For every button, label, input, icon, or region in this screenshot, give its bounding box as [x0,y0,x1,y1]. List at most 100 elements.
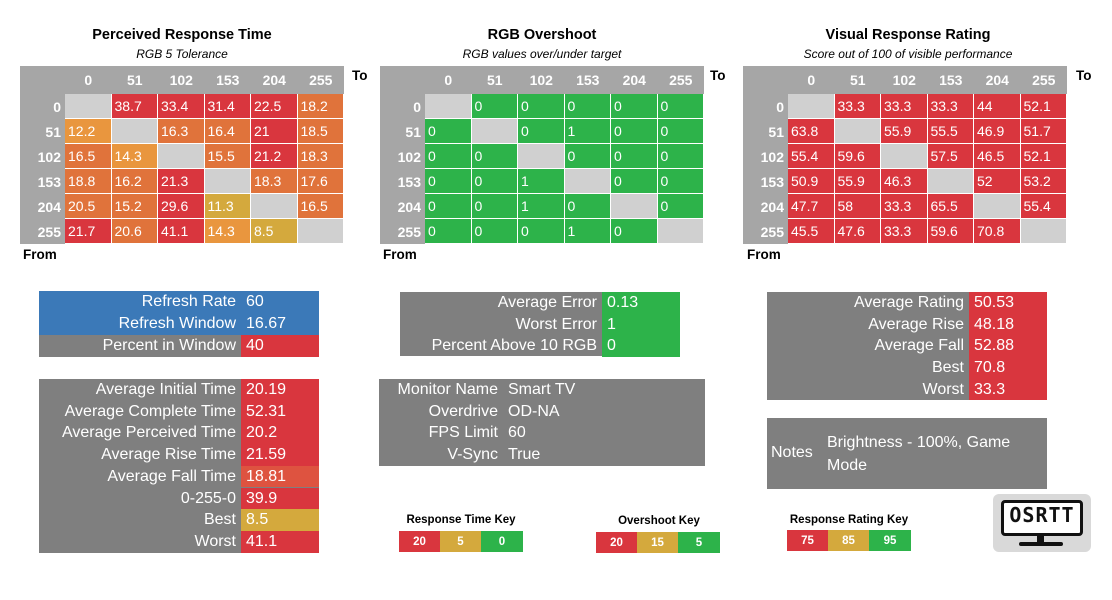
heatmap-cell [65,94,112,119]
monitor-value: True [508,446,541,464]
heatmap-cell: 0 [471,219,518,244]
heatmap-cell: 47.7 [788,194,835,219]
row-header: 51 [380,119,425,144]
timing-label: Average Initial Time [95,381,236,398]
column-header: 153 [204,66,251,94]
timing-row: Average Rise Time 21.59 [39,444,319,466]
rating-value: 33.3 [969,378,1047,401]
heatmap-cell: 33.3 [834,94,881,119]
heatmap-cell [834,119,881,144]
column-header: 153 [927,66,974,94]
heatmap-cell: 0 [564,94,611,119]
rating-label: Worst [922,380,964,398]
timing-panel: Average Initial Time 20.19 Average Complet… [39,379,319,553]
heatmap-cell: 18.3 [297,144,344,169]
timing-value: 8.5 [241,509,319,531]
heatmap-cell: 21 [251,119,298,144]
heatmap-cell: 55.9 [881,119,928,144]
errors-value: 0 [602,335,680,358]
monitor-value: 60 [508,424,526,442]
errors-row: Worst Error 1 [400,313,680,336]
column-header: 51 [471,66,518,94]
perceived-heatmap: 0 51 102 153 204 255 0 38.7 33.4 31.4 22.5 18.2 51 12… [20,66,344,244]
logo-monitor-icon [1001,500,1083,536]
row-header: 102 [380,144,425,169]
rating-to-label: To [1076,68,1092,83]
refresh-rate-value: 60 [241,291,319,313]
heatmap-cell: 0 [564,144,611,169]
rating-panel: Average Rating 50.53 Average Rise 48.18 Aver… [767,292,1047,401]
heatmap-cell [564,169,611,194]
errors-value: 0.13 [602,292,680,314]
row-header: 0 [20,94,65,119]
heatmap-cell: 20.5 [65,194,112,219]
timing-value: 52.31 [241,400,319,423]
heatmap-cell: 16.5 [297,194,344,219]
heatmap-cell: 0 [425,169,472,194]
errors-label: Average Error [497,294,597,311]
heatmap-cell: 0 [518,119,565,144]
heatmap-cell: 14.3 [111,144,158,169]
heatmap-cell: 0 [425,144,472,169]
logo-base-icon [1019,542,1063,546]
perceived-to-label: To [352,68,368,83]
timing-label: Average Perceived Time [61,424,236,442]
monitor-value: Smart TV [508,381,576,398]
rating-label: Average Rating [854,294,964,311]
heatmap-cell: 45.5 [788,219,835,244]
timing-label: Average Fall Time [107,467,236,485]
overshoot-subtitle: RGB values over/under target [462,47,622,61]
column-header: 204 [611,66,658,94]
heatmap-cell: 0 [518,94,565,119]
column-header: 255 [1020,66,1067,94]
heatmap-cell: 20.6 [111,219,158,244]
heatmap-cell: 18.2 [297,94,344,119]
heatmap-cell: 41.1 [158,219,205,244]
errors-label: Percent Above 10 RGB [431,337,597,355]
row-header: 204 [743,194,788,219]
timing-value: 39.9 [241,487,319,510]
perceived-title: Perceived Response Time [92,27,272,43]
column-header: 0 [65,66,112,94]
column-header: 255 [297,66,344,94]
heatmap-cell: 0 [471,169,518,194]
heatmap-cell [518,144,565,169]
heatmap-cell: 0 [657,144,704,169]
rating-value: 52.88 [969,335,1047,358]
row-header: 0 [743,94,788,119]
response-key: 20 5 0 [399,531,523,552]
heatmap-cell [111,119,158,144]
refresh-window-label: Refresh Window [39,313,241,335]
logo-text: OSRTT [1009,503,1075,527]
heatmap-cell: 55.4 [1020,194,1067,219]
heatmap-cell: 0 [471,144,518,169]
heatmap-cell: 1 [518,194,565,219]
osrtt-logo: OSRTT [993,494,1091,552]
heatmap-cell [251,194,298,219]
refresh-window-value: 16.67 [241,313,319,335]
refresh-window-row: Refresh Window 16.67 [39,313,319,335]
timing-label: Best [203,511,236,529]
monitor-row: Monitor Name Smart TV [379,379,705,401]
row-header: 0 [380,94,425,119]
overshoot-key-amber: 15 [637,532,678,553]
heatmap-cell: 33.3 [927,94,974,119]
monitor-label: V-Sync [447,446,498,464]
heatmap-cell: 21.2 [251,144,298,169]
heatmap-cell: 18.8 [65,169,112,194]
row-header: 102 [743,144,788,169]
heatmap-cell [1020,219,1067,244]
timing-label: Average Rise Time [101,446,236,464]
heatmap-cell: 33.4 [158,94,205,119]
row-header: 102 [20,144,65,169]
monitor-value: OD-NA [508,402,560,420]
heatmap-cell: 46.5 [974,144,1021,169]
timing-row: 0-255-0 39.9 [39,487,319,510]
heatmap-cell: 51.7 [1020,119,1067,144]
heatmap-cell: 46.3 [881,169,928,194]
heatmap-cell: 1 [564,219,611,244]
heatmap-cell: 0 [471,94,518,119]
timing-value: 21.59 [241,444,319,466]
timing-label: Worst [194,532,236,550]
column-header: 204 [974,66,1021,94]
